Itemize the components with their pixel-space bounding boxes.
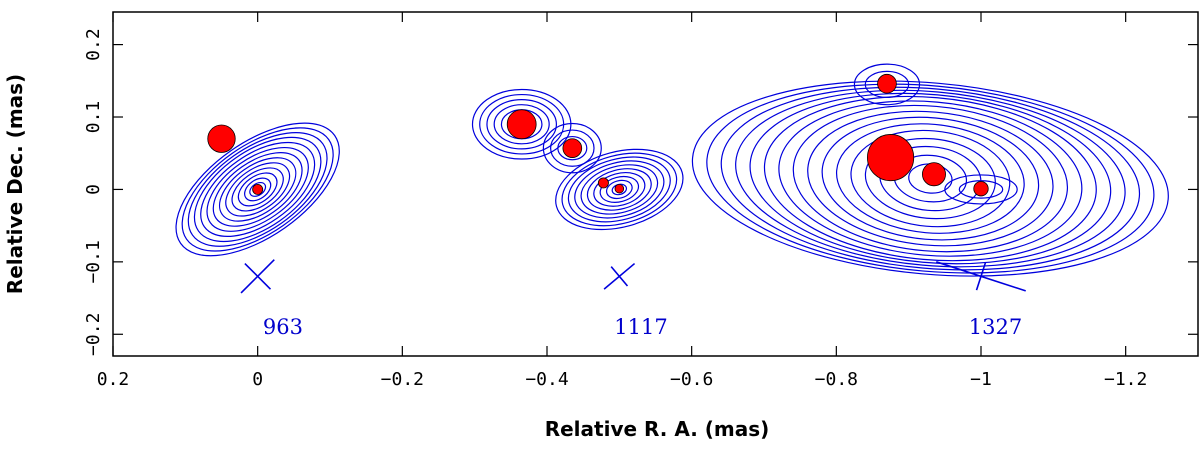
contour-1117 <box>555 148 684 231</box>
beam-minor-axis <box>975 262 987 291</box>
ticks-layer: 0.2 0 −0.2 −0.4 −0.6 −0.8 −1 −1.2 −0.2 −0.1 0 0.1 0.… <box>83 12 1198 390</box>
component-1117 <box>562 138 583 158</box>
contour-1117 <box>605 179 633 200</box>
x-tick-label: −1.2 <box>1104 369 1147 390</box>
contour-963 <box>225 162 291 217</box>
contour-963 <box>175 122 340 257</box>
x-tick-label: −0.6 <box>670 369 713 390</box>
contour-1117 <box>599 175 640 203</box>
contour-1327 <box>763 95 1097 262</box>
contours-layer <box>175 63 1169 277</box>
component-1117 <box>614 183 625 194</box>
contour-1117 <box>493 104 550 145</box>
contour-1327 <box>853 63 921 106</box>
contour-1327 <box>706 83 1155 274</box>
y-tick-label: −0.2 <box>83 313 104 356</box>
y-axis-title: Relative Dec. (mas) <box>3 74 27 294</box>
beam-minor-axis <box>244 262 272 290</box>
contour-1117 <box>557 135 588 161</box>
contour-963 <box>237 172 278 207</box>
contour-1327 <box>691 80 1169 277</box>
x-tick-label: −0.4 <box>525 369 568 390</box>
components-layer <box>207 73 989 197</box>
beam-1327 <box>936 261 1026 292</box>
y-tick-label: 0.1 <box>83 101 104 134</box>
x-tick-label: −1 <box>970 369 992 390</box>
contour-1327 <box>720 86 1141 271</box>
contour-1117 <box>586 168 652 211</box>
contour-1117 <box>486 99 558 150</box>
contour-1327 <box>864 70 910 99</box>
component-1327 <box>973 181 989 197</box>
contour-963 <box>187 132 328 247</box>
component-1327 <box>867 134 915 182</box>
x-axis-title: Relative R. A. (mas) <box>545 417 770 441</box>
contour-1327 <box>778 100 1083 257</box>
epoch-label-1327: 1327 <box>969 315 1022 339</box>
contour-1117 <box>561 152 678 227</box>
component-963 <box>207 124 236 153</box>
contour-963 <box>231 167 284 212</box>
x-tick-label: 0 <box>252 369 263 390</box>
labels-layer: 963 1117 1327 <box>263 315 1022 339</box>
contour-1327 <box>864 137 996 220</box>
y-tick-label: 0.2 <box>83 28 104 61</box>
component-963 <box>252 183 264 195</box>
contour-963 <box>200 141 316 237</box>
contour-1117 <box>550 129 595 167</box>
contour-1327 <box>944 174 1018 205</box>
x-tick-label: −0.2 <box>381 369 424 390</box>
component-1327 <box>922 162 946 187</box>
beams-layer <box>240 259 1026 294</box>
beam-1117 <box>603 262 636 290</box>
epoch-label-963: 963 <box>263 315 303 339</box>
contour-1117 <box>574 160 665 219</box>
contour-963 <box>249 181 267 197</box>
y-tick-label: −0.1 <box>83 240 104 283</box>
contour-1117 <box>542 122 602 174</box>
contour-963 <box>218 157 297 222</box>
contour-1117 <box>593 172 646 207</box>
epoch-label-1117: 1117 <box>614 315 667 339</box>
contour-963 <box>244 177 272 202</box>
contour-1117 <box>567 156 671 223</box>
contour-1327 <box>958 180 1004 199</box>
contour-963 <box>212 152 303 227</box>
contour-1327 <box>807 110 1054 247</box>
contour-963 <box>193 136 322 243</box>
beam-963 <box>240 259 275 294</box>
plot-frame <box>112 11 1199 357</box>
y-tick-label: 0 <box>83 184 104 195</box>
contour-963 <box>181 127 334 252</box>
contour-1327 <box>821 116 1040 241</box>
component-1117 <box>597 177 609 189</box>
contour-1327 <box>850 129 1011 228</box>
contour-1117 <box>471 88 572 160</box>
contour-1327 <box>792 104 1069 253</box>
x-tick-label: 0.2 <box>97 369 130 390</box>
contour-963 <box>206 146 309 232</box>
contour-1327 <box>735 89 1126 268</box>
contour-1327 <box>749 92 1112 265</box>
component-1327 <box>877 73 897 94</box>
contour-1327 <box>835 123 1025 234</box>
component-1117 <box>506 109 537 140</box>
beam-minor-axis <box>610 266 629 287</box>
x-tick-label: −0.8 <box>815 369 858 390</box>
contour-1117 <box>580 164 659 215</box>
